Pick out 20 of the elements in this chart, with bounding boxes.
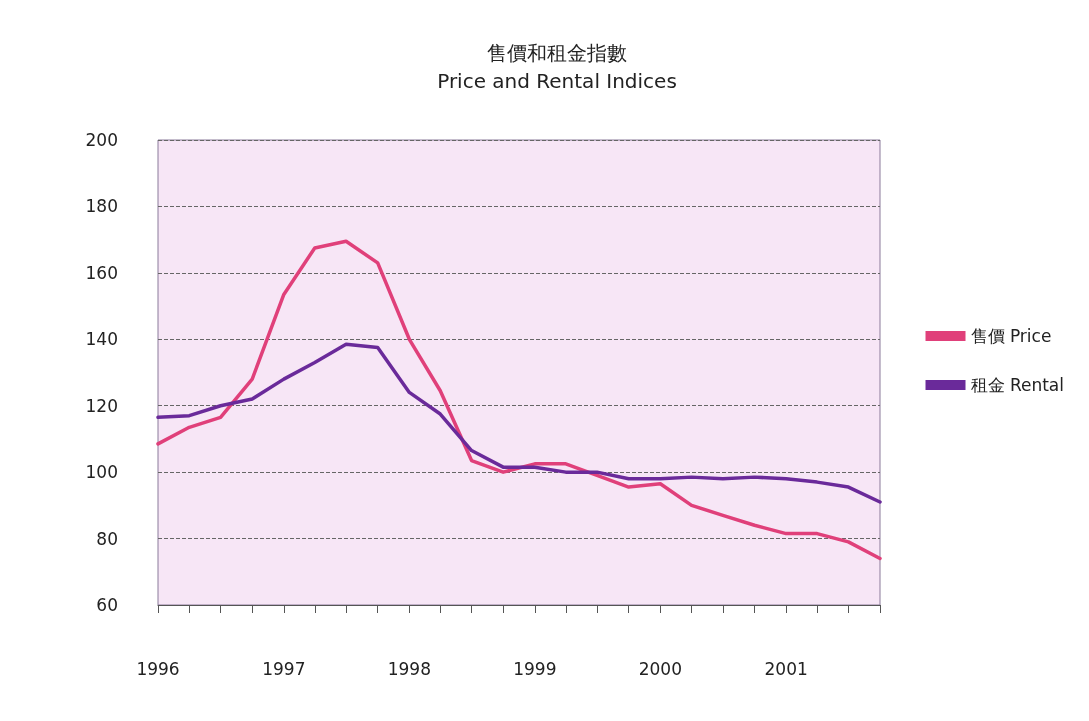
y-tick-label: 60 — [96, 595, 118, 615]
legend-label: 租金 Rental — [970, 375, 1065, 395]
x-tick-label: 1997 — [262, 658, 306, 679]
y-tick-label: 200 — [85, 130, 118, 150]
y-tick-label: 120 — [85, 395, 118, 416]
x-tick-label: 2001 — [764, 658, 808, 679]
y-tick-label: 80 — [96, 528, 118, 549]
x-tick-label: 1998 — [387, 658, 431, 679]
x-tick-label: 2000 — [638, 658, 682, 679]
y-tick-label: 100 — [85, 462, 118, 483]
line-series — [156, 342, 882, 504]
line-series — [156, 239, 882, 561]
chart-subtitle: Price and Rental Indices — [437, 69, 677, 93]
x-tick-label: 1999 — [513, 658, 557, 679]
y-tick-label: 160 — [85, 262, 118, 283]
chart-title: 售價和租金指數 — [487, 41, 627, 65]
x-tick-label: 1996 — [136, 658, 180, 679]
legend-label: 售價 Price — [970, 326, 1052, 346]
y-tick-label: 140 — [85, 329, 118, 350]
y-tick-label: 180 — [85, 196, 118, 217]
